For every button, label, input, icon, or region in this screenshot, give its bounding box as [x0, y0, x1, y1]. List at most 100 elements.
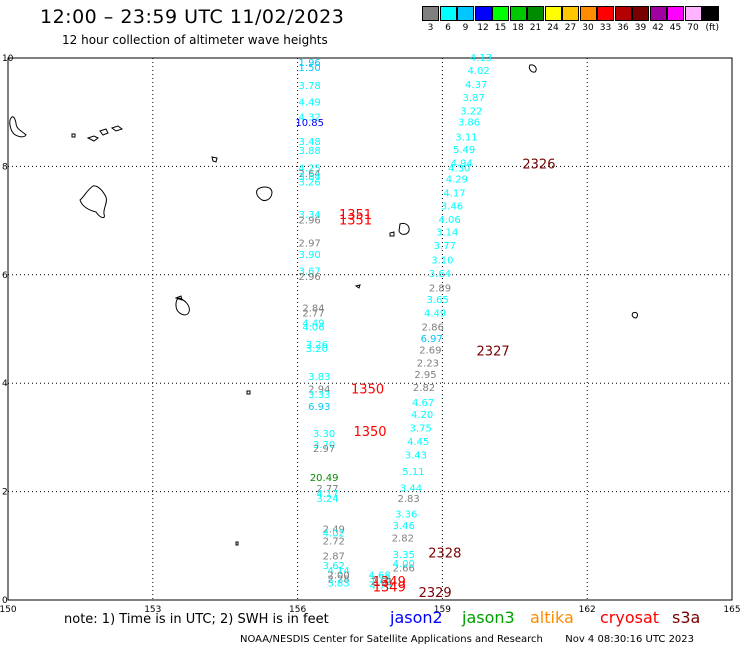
color-scale-swatch: [667, 6, 684, 21]
map-frame: [7, 57, 733, 601]
wave-height-observations: 1.961.503.784.494.3210.853.483.884.252.6…: [295, 53, 492, 592]
wave-height-label: 3.24: [316, 494, 338, 505]
wave-height-label: 4.17: [316, 489, 338, 500]
wave-height-label: 3.33: [308, 390, 330, 401]
x-tick-label: 153: [144, 605, 161, 615]
wave-height-label: 1.50: [299, 63, 321, 74]
wave-height-label: 3.88: [299, 146, 321, 157]
pass-number-label: 2326: [522, 158, 555, 173]
wave-height-label: 4.49: [299, 97, 321, 108]
wave-height-label: 2.89: [429, 283, 451, 294]
wave-height-label: 4.94: [451, 159, 473, 170]
color-scale-label: 36: [617, 23, 629, 33]
color-scale-label: 30: [582, 23, 594, 33]
wave-height-label: 6.97: [421, 334, 443, 345]
satellite-legend-jason3: jason3: [462, 608, 515, 627]
wave-height-label: 4.14: [327, 566, 349, 577]
satellite-legend-altika: altika: [530, 608, 574, 627]
credit-line: NOAA/NESDIS Center for Satellite Applica…: [240, 634, 694, 645]
color-scale-swatch: [422, 6, 439, 21]
wave-height-label: 4.06: [302, 322, 324, 333]
wave-height-label: 2.83: [397, 494, 419, 505]
wave-height-label: 4.13: [470, 53, 492, 64]
map-grid: [8, 58, 732, 600]
color-scale-swatch: [632, 6, 649, 21]
wave-height-label: 2.49: [323, 524, 345, 535]
island-outline: [175, 297, 190, 316]
color-scale-swatch: [457, 6, 474, 21]
wave-height-label: 3.30: [313, 429, 335, 440]
island-outline: [211, 156, 218, 163]
wave-height-label: 5.49: [453, 145, 475, 156]
wave-height-label: 3.10: [431, 256, 453, 267]
wave-height-label: 4.30: [448, 163, 470, 174]
pass-number-label: 2327: [477, 345, 510, 360]
pass-number-label: 2329: [419, 586, 452, 601]
wave-height-label: 3.67: [299, 266, 321, 277]
wave-height-label: 3.83: [327, 579, 349, 590]
wave-height-label: 4.17: [443, 188, 465, 199]
wave-height-label: 20.49: [310, 473, 339, 484]
wave-height-label: 2.87: [323, 552, 345, 563]
wave-height-label: 3.46: [393, 521, 415, 532]
color-scale-label: 70: [687, 23, 699, 33]
color-scale-label: 33: [599, 23, 612, 33]
wave-height-label: 2.95: [414, 370, 436, 381]
timestamp-text: Nov 4 08:30:16 UTC 2023: [565, 634, 695, 645]
pass-number-label: 1351: [339, 214, 372, 229]
color-scale-label: 27: [564, 23, 577, 33]
island-outline: [246, 390, 251, 395]
credit-text: NOAA/NESDIS Center for Satellite Applica…: [240, 634, 543, 645]
pass-number-label: 1350: [351, 383, 384, 398]
wave-height-label: 3.46: [441, 201, 463, 212]
wave-height-label: 2.28: [327, 574, 349, 585]
color-scale-label: 45: [669, 23, 682, 33]
wave-height-label: 4.49: [302, 318, 324, 329]
wave-height-label: 3.22: [460, 107, 482, 118]
units-note: note: 1) Time is in UTC; 2) SWH is in fe…: [64, 612, 329, 627]
color-scale-label: 21: [529, 23, 542, 33]
wave-height-label: 3.78: [299, 81, 321, 92]
axis-ticks: 150 153 156 159 162 165 0 2 4 6 8 10: [0, 54, 740, 615]
pass-number-label: 1351: [339, 208, 372, 223]
y-tick-label: 10: [2, 54, 14, 64]
color-scale-label: 42: [652, 23, 664, 33]
color-scale-swatch: [579, 6, 597, 21]
color-scale-label: 9: [462, 23, 469, 33]
color-scale-swatch: [527, 6, 544, 21]
y-tick-label: 0: [2, 596, 8, 606]
island-outline: [99, 128, 109, 136]
wave-height-label: 2.72: [323, 536, 345, 547]
wave-height-label: 2.61: [371, 577, 393, 588]
color-scale-swatch: [439, 6, 457, 21]
wave-height-label: 2.82: [413, 383, 435, 394]
color-scale-unit: (ft): [705, 23, 720, 33]
wave-height-label: 2.96: [299, 216, 321, 227]
wave-height-label: 6.93: [308, 402, 330, 413]
wave-height-label: 4.76: [369, 581, 391, 592]
wave-height-label: 3.43: [405, 451, 427, 462]
pass-number-label: 1350: [353, 425, 386, 440]
island-outline: [79, 185, 107, 219]
satellite-legend-cryosat: cryosat: [600, 608, 660, 627]
wave-height-label: 3.44: [400, 483, 422, 494]
island-outline: [389, 231, 395, 237]
wave-height-label: 1.96: [299, 58, 321, 69]
x-tick-label: 162: [579, 605, 596, 615]
wave-height-label: 3.78: [369, 574, 391, 585]
wave-height-label: 4.02: [467, 66, 489, 77]
wave-height-label: 2.64: [299, 169, 321, 180]
island-outline: [631, 312, 638, 319]
color-scale-label: 6: [445, 23, 451, 33]
island-outline: [354, 284, 361, 289]
pass-number-label: 1349: [373, 580, 406, 595]
wave-height-label: 3.77: [434, 241, 456, 252]
pass-number-label: 2328: [428, 546, 461, 561]
island-outline: [174, 295, 183, 301]
island-outline: [256, 186, 273, 201]
wave-height-label: 4.45: [407, 437, 429, 448]
island-outline: [398, 222, 410, 235]
wave-height-label: 4.00: [393, 559, 415, 570]
